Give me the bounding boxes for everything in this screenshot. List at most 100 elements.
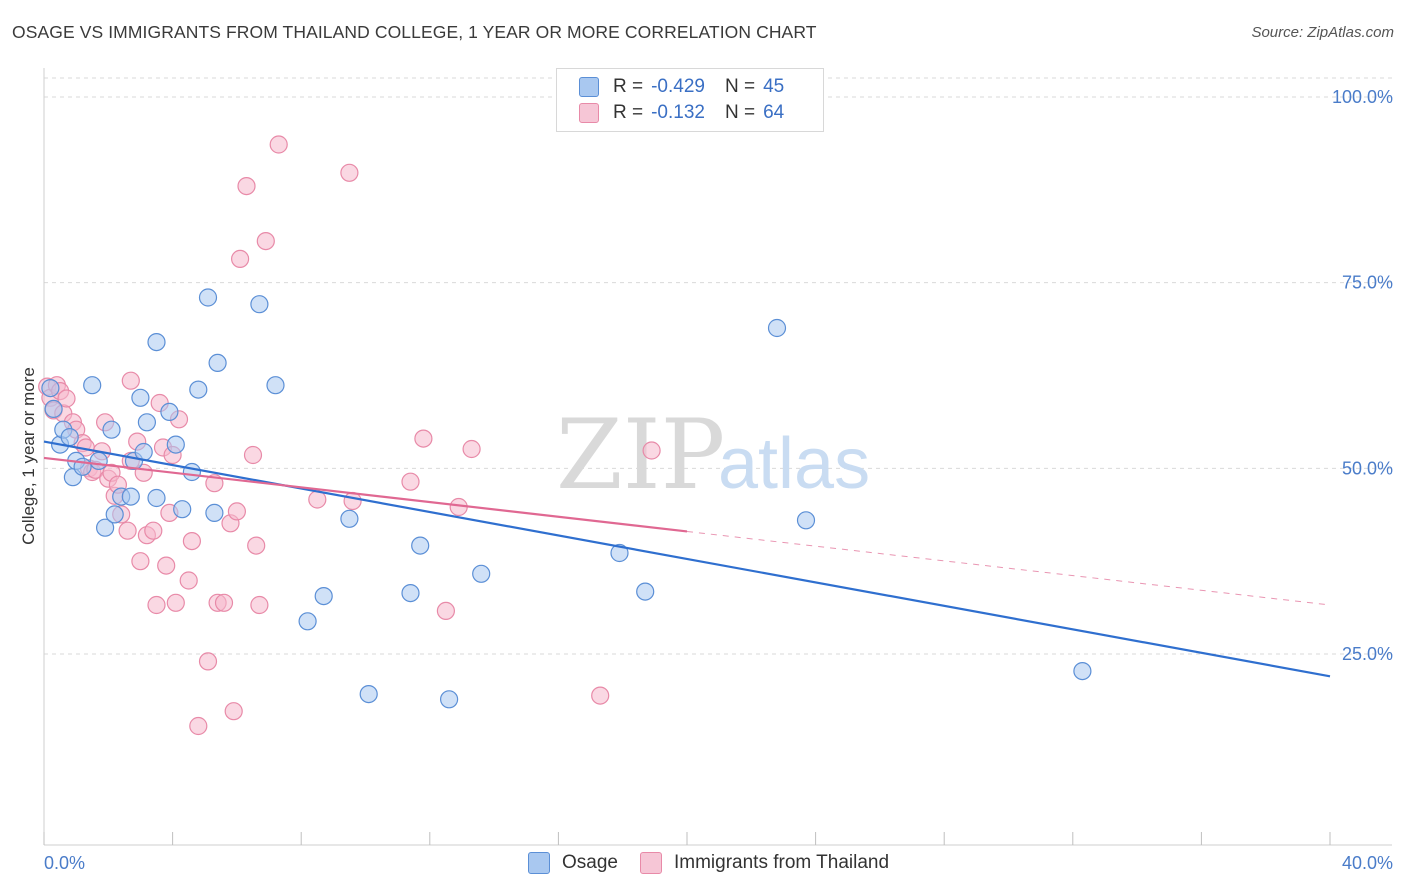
thailand-point (227, 502, 246, 521)
thailand-point (250, 595, 269, 615)
osage-point (359, 684, 378, 704)
thailand-point (189, 716, 208, 736)
thailand-point (591, 686, 610, 705)
thailand-point (642, 441, 661, 460)
osage-trend-line (43, 440, 1331, 678)
thailand-swatch (639, 852, 662, 874)
osage-point (796, 511, 816, 530)
osage-point (314, 586, 333, 606)
thailand-point (340, 163, 359, 182)
osage-point (121, 487, 140, 506)
thailand-point (214, 593, 234, 612)
osage-point (401, 583, 420, 603)
tick-labels: 25.0% 50.0% 75.0% 100.0% 0.0% 40.0% (44, 87, 1393, 873)
osage-point (131, 388, 150, 407)
legend-row-osage: R = -0.429 N = 45 (579, 75, 784, 99)
r-label: R = (613, 102, 644, 123)
thailand-point (198, 652, 218, 671)
osage-point (102, 420, 121, 439)
osage-point (173, 500, 192, 519)
osage-point (198, 288, 218, 307)
r-value: -0.132 (651, 102, 705, 123)
thailand-point (231, 249, 250, 268)
x-tick-label: 0.0% (44, 853, 85, 873)
osage-point (636, 582, 655, 601)
y-tick-label: 25.0% (1342, 644, 1393, 664)
osage-point (182, 462, 201, 482)
osage-point (266, 376, 285, 395)
thailand-point (401, 472, 420, 491)
osage-point (767, 318, 787, 338)
series-legend: Osage Immigrants from Thailand (528, 852, 911, 874)
n-value: 64 (763, 102, 785, 123)
thailand-point (166, 593, 185, 612)
y-tick-label: 100.0% (1332, 87, 1393, 107)
x-tick-label: 40.0% (1342, 853, 1393, 873)
osage-point (340, 509, 359, 528)
thailand-point (118, 521, 137, 540)
chart-title: OSAGE VS IMMIGRANTS FROM THAILAND COLLEG… (12, 22, 817, 42)
thailand-point (57, 389, 76, 408)
osage-point (440, 690, 459, 709)
legend-label: Osage (562, 852, 618, 873)
legend-item-osage[interactable]: Osage (528, 852, 618, 874)
y-tick-label: 75.0% (1342, 273, 1393, 293)
thailand-point (269, 135, 288, 154)
osage-point (205, 503, 224, 523)
thailand-point (256, 232, 275, 251)
osage-point (610, 543, 629, 563)
legend-label: Immigrants from Thailand (673, 852, 890, 873)
osage-point (298, 612, 317, 631)
watermark-atlas: atlas (718, 424, 870, 504)
thailand-point (157, 556, 176, 575)
thailand-point (462, 439, 481, 459)
thailand-point (343, 491, 362, 511)
r-value: -0.429 (651, 76, 705, 97)
thailand-point (131, 552, 150, 571)
osage-point (147, 488, 166, 508)
thailand-point (243, 445, 263, 465)
osage-point (60, 428, 79, 447)
n-label: N = (724, 76, 756, 97)
y-axis-label: College, 1 year or more (19, 367, 38, 545)
thailand-point (182, 531, 201, 551)
n-value: 45 (763, 76, 785, 97)
osage-point (1073, 661, 1092, 681)
osage-point (208, 353, 227, 372)
thailand-point (247, 536, 266, 555)
osage-point (166, 435, 185, 454)
thailand-point (144, 521, 163, 540)
legend-row-thailand: R = -0.132 N = 64 (579, 101, 784, 125)
thailand-point (237, 177, 256, 196)
osage-swatch (528, 852, 550, 874)
osage-point (105, 505, 124, 524)
thailand-swatch (579, 103, 599, 123)
thailand-point (436, 601, 455, 621)
legend-item-thailand[interactable]: Immigrants from Thailand (639, 852, 890, 874)
thailand-trend-line (43, 456, 688, 533)
osage-point (472, 564, 491, 583)
osage-point (411, 536, 430, 555)
osage-point (89, 451, 108, 470)
osage-swatch (579, 77, 599, 97)
osage-point (44, 399, 63, 418)
grid-lines (44, 77, 1392, 655)
y-tick-label: 50.0% (1342, 458, 1393, 478)
correlation-legend: R = -0.429 N = 45 R = -0.132 N = 64 (556, 68, 824, 132)
thailand-point (414, 429, 433, 448)
r-label: R = (613, 76, 644, 97)
axes (43, 68, 1392, 846)
thailand-point (224, 702, 243, 721)
watermark-zip: ZIP (556, 399, 725, 511)
osage-point (147, 333, 166, 352)
data-points (38, 135, 1092, 736)
osage-point (83, 376, 102, 395)
osage-point (41, 379, 60, 398)
trend-lines (43, 440, 1331, 678)
osage-point (250, 295, 269, 314)
osage-point (95, 518, 115, 537)
thailand-point (121, 371, 140, 390)
osage-point (137, 413, 156, 432)
thailand-point (147, 595, 166, 615)
